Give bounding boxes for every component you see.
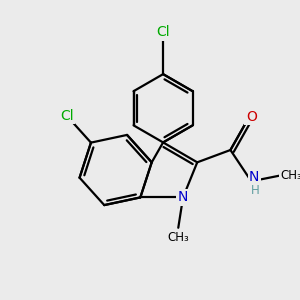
Text: CH₃: CH₃ bbox=[280, 169, 300, 182]
Text: H: H bbox=[251, 184, 260, 197]
Text: Cl: Cl bbox=[60, 109, 74, 123]
Text: N: N bbox=[249, 169, 259, 184]
Text: O: O bbox=[246, 110, 257, 124]
Text: CH₃: CH₃ bbox=[167, 231, 189, 244]
Text: Cl: Cl bbox=[156, 26, 170, 39]
Text: N: N bbox=[178, 190, 188, 204]
